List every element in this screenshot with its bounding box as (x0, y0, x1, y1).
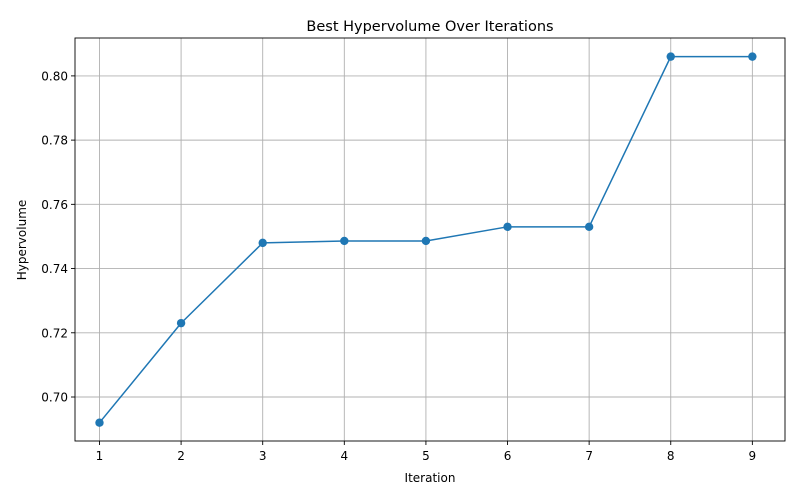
data-point (258, 238, 267, 248)
data-point (421, 236, 431, 246)
x-axis-label: Iteration (405, 471, 456, 485)
data-point (748, 52, 757, 61)
data-point (503, 222, 512, 232)
data-point (176, 318, 186, 328)
y-tick-label: 0.70 (41, 391, 68, 405)
x-tick-label: 6 (504, 449, 512, 463)
data-point (95, 418, 104, 427)
data-point (666, 52, 675, 61)
y-tick-label: 0.72 (41, 326, 68, 340)
data-point (340, 236, 349, 246)
y-axis-ticks: 0.70 0.72 0.74 0.76 0.78 0.80 (41, 69, 75, 405)
x-axis-ticks: 1 2 3 4 5 6 7 8 9 (96, 441, 757, 463)
series-group (95, 52, 757, 427)
grid-lines (75, 38, 785, 441)
x-tick-label: 5 (422, 449, 430, 463)
plot-frame (74, 37, 786, 442)
x-tick-label: 3 (259, 449, 267, 463)
x-tick-label: 7 (585, 449, 593, 463)
y-tick-label: 0.78 (41, 134, 68, 148)
x-tick-label: 1 (96, 449, 104, 463)
data-point (584, 222, 594, 232)
x-tick-label: 4 (340, 449, 348, 463)
x-tick-label: 9 (749, 449, 757, 463)
y-tick-label: 0.76 (41, 198, 68, 212)
x-tick-label: 2 (177, 449, 185, 463)
chart-title: Best Hypervolume Over Iterations (306, 19, 553, 35)
x-tick-label: 8 (667, 449, 675, 463)
y-tick-label: 0.80 (41, 69, 68, 83)
y-tick-label: 0.74 (41, 262, 68, 276)
y-axis-label: Hypervolume (15, 200, 29, 281)
